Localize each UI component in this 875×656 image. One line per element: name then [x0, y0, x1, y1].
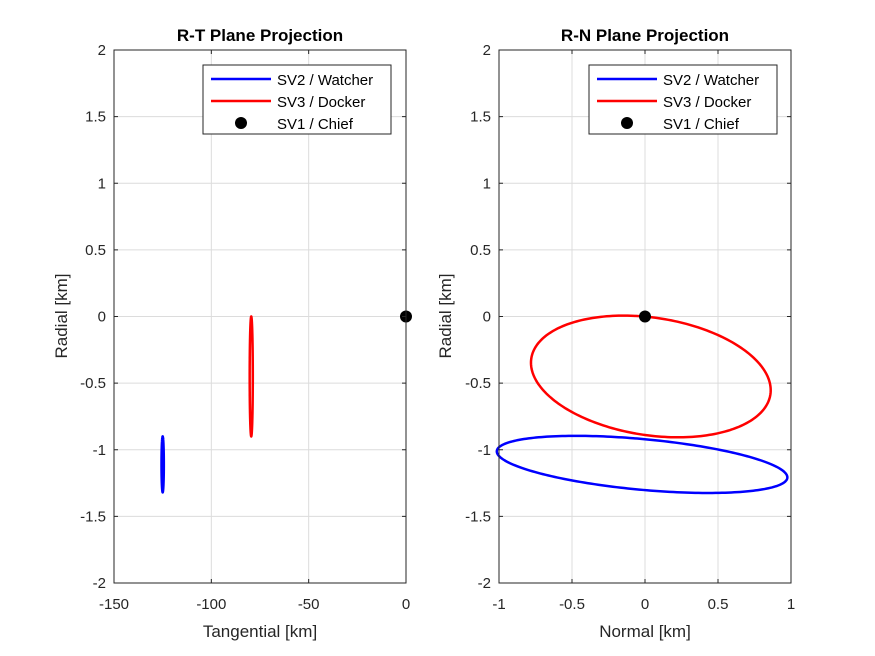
- rn-y-tick-label: 1: [483, 175, 491, 192]
- rn-x-tick-label: 0: [641, 596, 649, 613]
- rn-y-tick-label: -0.5: [465, 375, 491, 392]
- rn-series-chief-marker: [639, 310, 651, 323]
- rn-plane-chart: -1 -0.5 0 0.5 1 2 1.5 1 0.5 0 -0.5 -1 -1.5 -2 R-N Pla…: [436, 26, 795, 641]
- rt-y-tick-label: -2: [93, 575, 106, 592]
- rt-ticks: [113, 49, 407, 584]
- rn-legend-marker-chief: [621, 117, 633, 129]
- rn-y-tick-label: 0: [483, 309, 491, 326]
- rn-series-watcher-line: [495, 434, 789, 495]
- rn-y-tick-label: -2: [478, 575, 491, 592]
- rn-legend-label-chief: SV1 / Chief: [663, 116, 740, 133]
- rn-y-tick-label: -1.5: [465, 508, 491, 525]
- rn-legend-label-watcher: SV2 / Watcher: [663, 72, 759, 89]
- rn-x-tick-label: -0.5: [559, 596, 585, 613]
- rt-legend-marker-chief: [235, 117, 247, 129]
- rn-legend-box: [588, 64, 778, 135]
- rt-series-watcher-line: [160, 435, 166, 494]
- rn-series-group: [495, 310, 789, 495]
- rt-x-tick-label: 0: [402, 596, 410, 613]
- rt-y-tick-label: -1: [93, 442, 106, 459]
- rn-x-tick-label: 0.5: [708, 596, 729, 613]
- rt-y-axis-label: Radial [km]: [52, 273, 71, 358]
- rn-legend: SV2 / Watcher SV3 / Docker SV1 / Chief: [588, 64, 778, 135]
- rn-y-tick-label: 2: [483, 42, 491, 59]
- rt-legend: SV2 / Watcher SV3 / Docker SV1 / Chief: [202, 64, 392, 135]
- rn-y-tick-label: 0.5: [470, 242, 491, 259]
- rt-x-tick-label: -50: [298, 596, 320, 613]
- rn-legend-label-docker: SV3 / Docker: [663, 94, 751, 111]
- rn-y-tick-label: 1.5: [470, 109, 491, 126]
- rn-x-tick-label: 1: [787, 596, 795, 613]
- rt-x-tick-label: -150: [99, 596, 129, 613]
- rn-ticks: [498, 49, 792, 584]
- rt-legend-label-watcher: SV2 / Watcher: [277, 72, 373, 89]
- rt-legend-label-chief: SV1 / Chief: [277, 116, 354, 133]
- rt-series-group: [160, 310, 412, 494]
- rt-y-tick-label: 0.5: [85, 242, 106, 259]
- rt-series-docker-line: [248, 315, 255, 438]
- rn-tick-labels: -1 -0.5 0 0.5 1 2 1.5 1 0.5 0 -0.5 -1 -1.5 -2: [465, 42, 795, 613]
- rt-y-tick-label: 0: [98, 309, 106, 326]
- rt-y-tick-label: -0.5: [80, 375, 106, 392]
- rn-x-tick-label: -1: [492, 596, 505, 613]
- rt-legend-box: [202, 64, 392, 135]
- rn-y-axis-label: Radial [km]: [436, 273, 455, 358]
- rt-y-tick-label: 1: [98, 175, 106, 192]
- rt-y-tick-label: 1.5: [85, 109, 106, 126]
- rn-chart-title: R-N Plane Projection: [561, 26, 729, 45]
- rt-x-axis-label: Tangential [km]: [203, 622, 317, 641]
- rn-y-tick-label: -1: [478, 442, 491, 459]
- rt-y-tick-label: 2: [98, 42, 106, 59]
- rn-series-docker-line: [529, 314, 772, 439]
- rt-tick-labels: -150 -100 -50 0 2 1.5 1 0.5 0 -0.5 -1 -1.5 -2: [80, 42, 410, 613]
- rn-grid: [499, 50, 791, 583]
- rt-y-tick-label: -1.5: [80, 508, 106, 525]
- rn-x-axis-label: Normal [km]: [599, 622, 691, 641]
- rt-chart-title: R-T Plane Projection: [177, 26, 343, 45]
- rt-plane-chart: -150 -100 -50 0 2 1.5 1 0.5 0 -0.5 -1 -1.5 -2 R-T Pl…: [52, 26, 412, 641]
- rt-x-tick-label: -100: [196, 596, 226, 613]
- rt-legend-label-docker: SV3 / Docker: [277, 94, 365, 111]
